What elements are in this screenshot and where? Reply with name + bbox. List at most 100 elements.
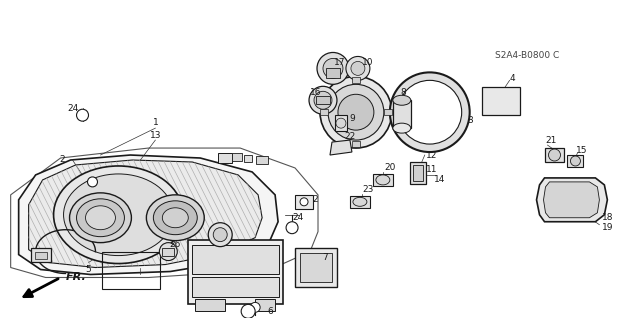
Text: 13: 13 [150,130,161,140]
Circle shape [548,149,561,161]
Bar [410,162,426,184]
Bar [163,248,174,256]
Text: 2: 2 [60,155,65,165]
Text: 11: 11 [426,166,438,174]
Ellipse shape [70,193,131,243]
Bar [316,96,330,104]
Polygon shape [29,160,262,268]
Text: 21: 21 [546,136,557,145]
Ellipse shape [376,175,390,185]
Text: 3: 3 [467,116,472,125]
Bar [320,109,328,115]
Circle shape [320,76,392,148]
Circle shape [241,304,255,318]
Polygon shape [29,160,262,268]
Text: S2A4-B0800 C: S2A4-B0800 C [495,51,559,60]
Text: 7: 7 [322,253,328,262]
Circle shape [159,243,177,261]
Circle shape [314,91,332,109]
Ellipse shape [353,197,367,206]
Circle shape [328,84,384,140]
Bar [244,155,252,162]
Circle shape [213,228,227,241]
Circle shape [351,62,365,75]
Text: 2: 2 [312,195,318,204]
Text: 26: 26 [170,240,181,249]
Text: 10: 10 [362,58,374,67]
Text: FR.: FR. [65,272,86,283]
Bar [384,109,392,115]
Circle shape [346,56,370,80]
Polygon shape [11,148,318,278]
Circle shape [286,222,298,234]
Polygon shape [543,182,600,218]
Bar [545,148,564,162]
Bar [35,252,47,259]
Bar [350,196,370,208]
Text: 6: 6 [268,307,273,316]
Bar [482,87,520,115]
Text: 4: 4 [510,74,515,83]
Circle shape [570,156,580,166]
Circle shape [208,223,232,247]
Text: 20: 20 [384,163,396,173]
Text: 24: 24 [292,213,303,222]
Bar [195,300,225,311]
Ellipse shape [86,206,115,230]
Polygon shape [19,155,278,274]
Ellipse shape [163,208,188,228]
Text: 18: 18 [602,213,613,222]
Circle shape [309,86,337,114]
Bar [393,100,411,128]
Bar [102,252,161,289]
Bar [326,68,340,78]
Circle shape [390,72,470,152]
Text: 5: 5 [86,265,92,274]
Circle shape [317,52,349,84]
Bar [413,165,423,181]
Text: 15: 15 [576,145,587,154]
Circle shape [323,58,343,78]
Text: 17: 17 [334,58,346,67]
Bar [295,248,337,287]
Ellipse shape [54,166,183,263]
Circle shape [300,198,308,206]
Bar [218,153,232,163]
Text: 19: 19 [602,223,613,232]
Ellipse shape [77,199,124,237]
Bar [232,153,242,161]
Bar [255,300,275,311]
Text: 9: 9 [349,114,355,123]
Circle shape [250,302,260,312]
Circle shape [88,177,97,187]
Bar [295,195,313,209]
Ellipse shape [393,123,411,133]
Ellipse shape [147,195,204,241]
Polygon shape [536,178,607,222]
Bar [256,156,268,164]
Bar [373,174,393,186]
Circle shape [336,118,346,128]
Bar [300,253,332,282]
Text: 16: 16 [310,88,322,97]
Polygon shape [330,140,352,155]
Circle shape [77,109,88,121]
Text: 8: 8 [400,88,406,97]
Text: 12: 12 [426,151,438,160]
Text: 23: 23 [362,185,374,194]
Circle shape [398,80,461,144]
Text: 22: 22 [344,132,356,141]
Bar [352,141,360,147]
Bar [352,78,360,83]
Text: 1: 1 [152,118,158,127]
Bar [192,278,279,297]
Ellipse shape [393,95,411,105]
Text: 14: 14 [434,175,445,184]
Bar [188,240,283,304]
Text: 24: 24 [67,104,78,113]
Circle shape [338,94,374,130]
Bar [192,245,279,274]
Bar [568,155,584,167]
Ellipse shape [154,201,197,235]
Ellipse shape [63,174,173,256]
